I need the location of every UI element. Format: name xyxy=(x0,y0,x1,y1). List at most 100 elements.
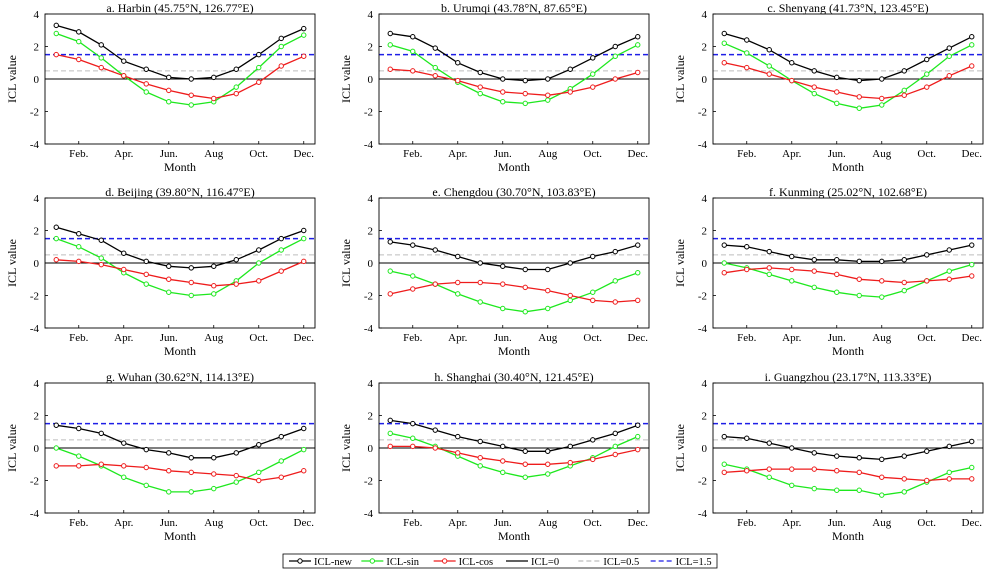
data-point-sin xyxy=(188,292,194,299)
data-point-sin xyxy=(233,479,239,485)
y-tick-label: 4 xyxy=(702,9,708,21)
data-point-sin xyxy=(924,71,930,77)
data-point-sin xyxy=(545,305,551,312)
data-point-sin xyxy=(721,260,727,266)
data-point-new xyxy=(500,263,506,269)
data-point-cos xyxy=(766,265,772,271)
x-tick-label: Jun. xyxy=(160,517,178,529)
data-point-new xyxy=(545,76,551,82)
data-point-sin xyxy=(188,489,194,495)
data-point-sin xyxy=(166,489,172,495)
data-point-new xyxy=(924,252,930,258)
legend-marker xyxy=(369,558,376,564)
data-point-new xyxy=(500,443,506,450)
x-axis-label: Month xyxy=(832,160,864,174)
data-point-cos xyxy=(856,469,862,476)
x-tick-label: Aug xyxy=(872,517,891,529)
data-point-cos xyxy=(500,89,506,95)
data-point-cos xyxy=(522,284,528,291)
series-line-sin xyxy=(390,44,639,105)
y-tick-label: -2 xyxy=(364,476,373,488)
y-axis-label: ICL value xyxy=(339,239,353,287)
data-point-sin xyxy=(76,453,82,459)
y-tick-label: 2 xyxy=(34,411,40,423)
data-point-cos xyxy=(188,279,194,286)
panel-title: a. Harbin (45.75°N, 126.77°E) xyxy=(106,1,253,15)
data-point-cos xyxy=(744,468,750,474)
data-point-sin xyxy=(766,63,772,69)
x-tick-label: Aug xyxy=(872,148,891,160)
x-tick-label: Oct. xyxy=(249,517,268,529)
data-point-cos xyxy=(166,87,172,94)
data-point-sin xyxy=(744,50,750,56)
data-point-new xyxy=(121,58,127,64)
data-point-cos xyxy=(188,469,194,476)
data-point-cos xyxy=(635,69,641,76)
data-point-cos xyxy=(121,73,127,79)
x-tick-label: Apr. xyxy=(114,332,134,344)
y-tick-label: 2 xyxy=(34,226,40,238)
data-point-cos xyxy=(612,76,618,82)
y-tick-label: -4 xyxy=(364,139,374,151)
x-tick-label: Feb. xyxy=(737,332,757,344)
data-point-sin xyxy=(301,235,307,242)
x-axis-label: Month xyxy=(164,529,196,543)
data-point-new xyxy=(590,55,596,61)
y-tick-label: -4 xyxy=(30,323,40,335)
panel-title: c. Shenyang (41.73°N, 123.45°E) xyxy=(767,1,928,15)
data-point-sin xyxy=(612,53,618,59)
data-point-cos xyxy=(432,73,438,79)
x-tick-label: Apr. xyxy=(448,517,468,529)
data-point-cos xyxy=(901,92,907,98)
data-point-cos xyxy=(879,474,885,480)
data-point-cos xyxy=(387,443,393,450)
series-line-sin xyxy=(390,432,639,478)
data-point-sin xyxy=(635,270,641,276)
x-tick-label: Dec. xyxy=(628,332,649,344)
data-point-new xyxy=(76,231,82,237)
series-line-cos xyxy=(56,259,305,287)
x-tick-label: Oct. xyxy=(249,332,268,344)
data-point-sin xyxy=(635,42,641,48)
data-point-sin xyxy=(590,71,596,77)
x-tick-label: Feb. xyxy=(69,332,89,344)
data-point-cos xyxy=(166,276,172,282)
data-point-sin xyxy=(500,469,506,476)
x-tick-label: Aug xyxy=(204,517,223,529)
data-point-cos xyxy=(500,281,506,287)
data-point-cos xyxy=(143,271,149,278)
data-point-cos xyxy=(278,474,284,480)
data-point-cos xyxy=(477,455,483,461)
y-tick-label: -4 xyxy=(30,139,40,151)
chart-panel-7: -4 -2 0 2 4 Feb. Apr. Jun. Aug Oct. Dec. Month ICL v… xyxy=(5,370,316,543)
data-point-new xyxy=(522,448,528,454)
data-point-new xyxy=(211,455,217,461)
x-tick-label: Feb. xyxy=(403,332,423,344)
data-point-cos xyxy=(766,71,772,77)
x-tick-label: Dec. xyxy=(294,332,315,344)
data-point-new xyxy=(789,445,795,451)
x-tick-label: Aug xyxy=(204,332,223,344)
data-point-cos xyxy=(410,286,416,292)
data-point-new xyxy=(477,438,483,445)
data-point-new xyxy=(143,258,149,265)
data-point-sin xyxy=(98,55,104,61)
series-line-sin xyxy=(56,237,305,297)
y-tick-label: 4 xyxy=(368,9,374,21)
data-point-new xyxy=(834,74,840,81)
data-point-sin xyxy=(387,42,393,48)
data-point-sin xyxy=(789,482,795,489)
data-point-sin xyxy=(834,487,840,493)
legend-marker xyxy=(441,558,448,564)
series-line-sin xyxy=(390,270,639,313)
y-tick-label: -4 xyxy=(364,323,374,335)
data-point-sin xyxy=(500,99,506,105)
data-point-sin xyxy=(766,271,772,278)
data-point-new xyxy=(387,417,393,424)
data-point-new xyxy=(635,422,641,428)
data-point-new xyxy=(879,456,885,463)
series-line-new xyxy=(724,32,973,82)
x-tick-label: Apr. xyxy=(114,148,134,160)
x-tick-label: Oct. xyxy=(917,517,936,529)
data-point-cos xyxy=(387,66,393,72)
